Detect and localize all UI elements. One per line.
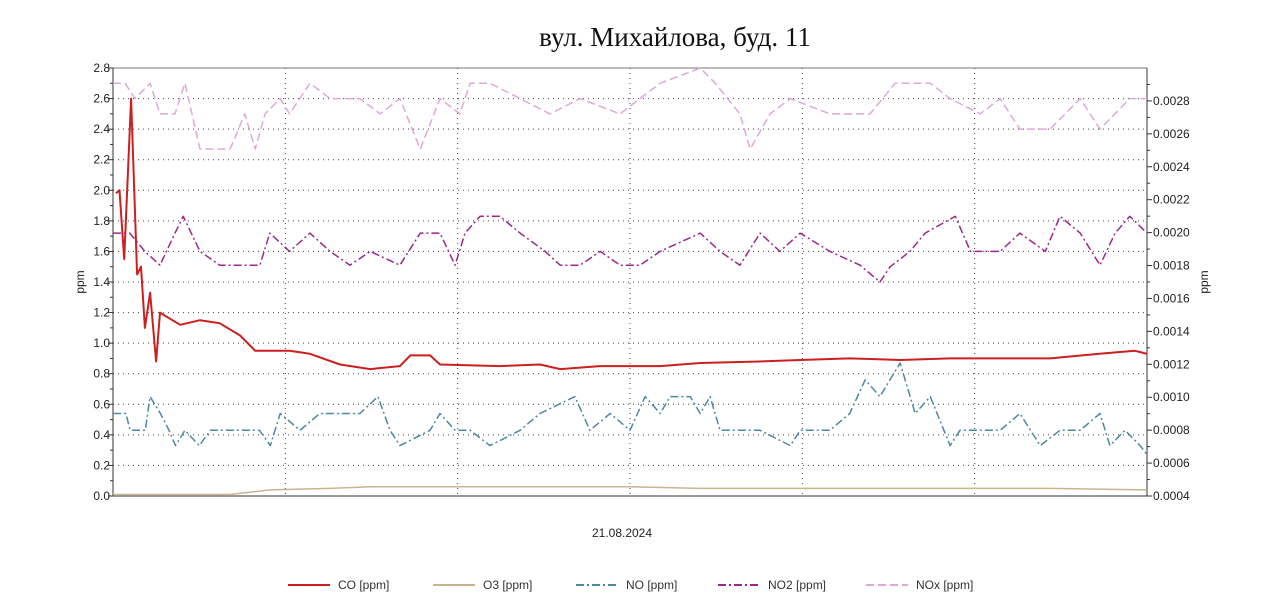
legend-label: NOx [ppm] xyxy=(916,578,974,592)
legend-item: O3 [ppm] xyxy=(433,578,532,592)
right-tick-label: 0.0004 xyxy=(1153,489,1190,503)
right-tick-label: 0.0008 xyxy=(1153,423,1190,437)
right-tick-label: 0.0022 xyxy=(1153,193,1190,207)
x-axis-label: 21.08.2024 xyxy=(592,526,652,540)
legend-item: NO2 [ppm] xyxy=(718,578,826,592)
series-line-nox xyxy=(113,67,1147,150)
right-axis-label: ppm xyxy=(1197,270,1211,293)
right-tick-label: 0.0026 xyxy=(1153,127,1190,141)
left-tick-label: 2.0 xyxy=(93,183,110,197)
chart-title: вул. Михайлова, буд. 11 xyxy=(539,22,811,52)
legend-swatch xyxy=(718,584,760,586)
legend-swatch xyxy=(288,584,330,586)
legend-label: NO [ppm] xyxy=(626,578,678,592)
series-line-co xyxy=(115,97,1148,371)
left-tick-label: 1.8 xyxy=(93,214,110,228)
left-tick-label: 1.4 xyxy=(93,275,110,289)
legend-item: NOx [ppm] xyxy=(866,578,973,592)
legend-label: NO2 [ppm] xyxy=(768,578,827,592)
right-tick-label: 0.0018 xyxy=(1153,259,1190,273)
legend-item: CO [ppm] xyxy=(288,578,389,592)
right-tick-label: 0.0012 xyxy=(1153,357,1190,371)
legend: CO [ppm] O3 [ppm] NO [ppm] NO2 [ppm] NOx [pp… xyxy=(0,578,1280,598)
left-tick-label: 0.6 xyxy=(93,397,110,411)
left-tick-label: 1.2 xyxy=(93,306,110,320)
left-tick-label: 0.0 xyxy=(93,489,110,503)
left-tick-label: 2.8 xyxy=(93,61,110,75)
right-tick-label: 0.0024 xyxy=(1153,160,1190,174)
legend-label: O3 [ppm] xyxy=(483,578,533,592)
right-tick-label: 0.0010 xyxy=(1153,390,1190,404)
series-line-no2 xyxy=(113,215,1148,283)
right-tick-label: 0.0020 xyxy=(1153,226,1190,240)
series-line-no xyxy=(113,362,1148,456)
legend-swatch xyxy=(576,584,618,586)
left-tick-label: 2.4 xyxy=(93,122,110,136)
legend-swatch xyxy=(433,584,475,586)
legend-label: CO [ppm] xyxy=(338,578,390,592)
left-tick-label: 0.4 xyxy=(93,428,110,442)
left-axis-label: ppm xyxy=(73,270,87,293)
legend-item: NO [ppm] xyxy=(576,578,677,592)
left-tick-label: 1.0 xyxy=(93,336,110,350)
right-tick-label: 0.0014 xyxy=(1153,324,1190,338)
left-tick-label: 0.2 xyxy=(93,458,110,472)
right-tick-label: 0.0006 xyxy=(1153,456,1190,470)
right-tick-label: 0.0016 xyxy=(1153,291,1190,305)
left-tick-label: 1.6 xyxy=(93,244,110,258)
series-line-o3 xyxy=(113,486,1148,496)
right-tick-label: 0.0028 xyxy=(1153,94,1190,108)
left-tick-label: 2.2 xyxy=(93,153,110,167)
left-tick-label: 2.6 xyxy=(93,92,110,106)
legend-swatch xyxy=(866,584,908,586)
left-tick-label: 0.8 xyxy=(93,367,110,381)
